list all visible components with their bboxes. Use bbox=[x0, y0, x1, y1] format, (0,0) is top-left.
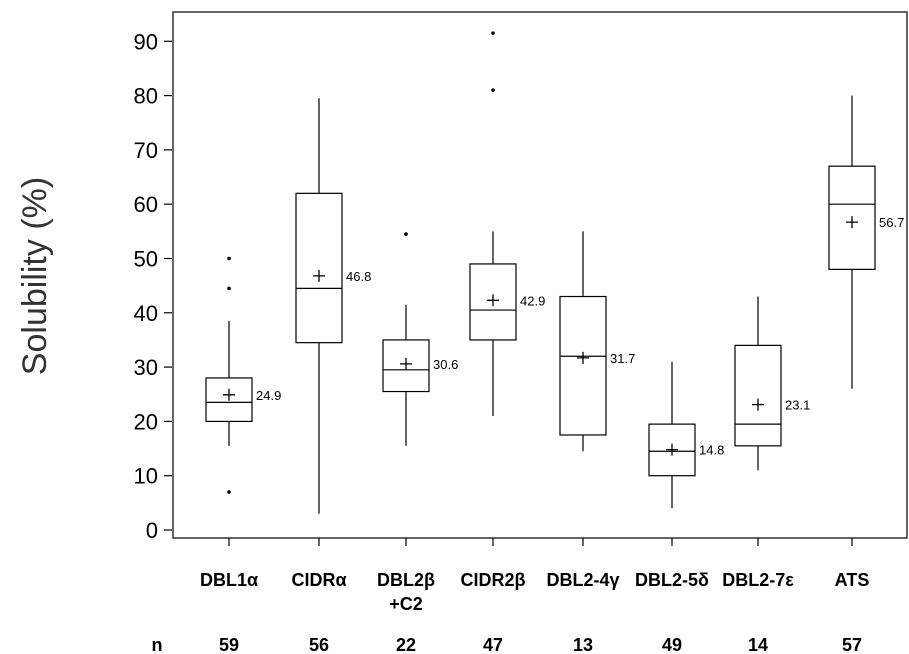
n-values-row: 59 56 22 47 13 49 14 57 bbox=[219, 635, 862, 654]
outlier-point bbox=[227, 286, 231, 291]
n-value: 47 bbox=[483, 635, 503, 654]
box-group: 23.1 bbox=[734, 296, 810, 471]
n-value: 49 bbox=[662, 635, 682, 654]
outlier-point bbox=[404, 232, 408, 236]
n-value: 59 bbox=[219, 635, 239, 654]
plot-frame bbox=[172, 11, 908, 539]
y-tick-label: 0 bbox=[146, 518, 158, 543]
mean-marker bbox=[752, 398, 764, 411]
category-label: +C2 bbox=[389, 594, 423, 614]
mean-label: 46.8 bbox=[346, 269, 371, 284]
category-label: CIDR2β bbox=[461, 570, 526, 590]
outlier-point bbox=[491, 88, 495, 92]
iqr-box bbox=[734, 344, 782, 447]
mean-marker bbox=[666, 443, 678, 456]
n-value: 56 bbox=[309, 635, 329, 654]
mean-marker bbox=[223, 388, 235, 401]
outlier-point bbox=[491, 31, 495, 35]
box-group: 56.7 bbox=[828, 95, 904, 389]
iqr-box bbox=[295, 192, 343, 344]
box-group: 14.8 bbox=[648, 361, 724, 509]
mean-label: 30.6 bbox=[433, 357, 458, 372]
category-label: CIDRα bbox=[291, 570, 346, 590]
iqr-box bbox=[559, 295, 607, 436]
iqr-box bbox=[828, 165, 876, 270]
y-tick-label: 30 bbox=[134, 355, 158, 380]
n-value: 14 bbox=[748, 635, 768, 654]
iqr-box bbox=[382, 339, 430, 393]
category-label: DBL2-4γ bbox=[546, 570, 619, 590]
y-tick-label: 10 bbox=[134, 464, 158, 489]
mean-marker bbox=[487, 294, 499, 307]
box-group: 46.8 bbox=[295, 98, 371, 514]
n-row-label: n bbox=[152, 635, 163, 654]
mean-marker bbox=[313, 269, 325, 282]
box-group: 42.9 bbox=[469, 31, 545, 416]
box-group: 31.7 bbox=[559, 231, 635, 452]
outlier-point bbox=[227, 490, 231, 494]
mean-label: 24.9 bbox=[256, 388, 281, 403]
category-label: DBL2-5δ bbox=[635, 570, 709, 590]
mean-label: 14.8 bbox=[699, 443, 724, 458]
category-label: DBL2-7ε bbox=[722, 570, 794, 590]
n-value: 57 bbox=[842, 635, 862, 654]
mean-label: 23.1 bbox=[785, 398, 810, 413]
n-value: 22 bbox=[396, 635, 416, 654]
y-tick-label: 70 bbox=[134, 138, 158, 163]
y-axis-label: Solubility (%) bbox=[16, 177, 54, 375]
mean-marker bbox=[577, 351, 589, 364]
y-axis: 0 10 20 30 40 50 60 70 80 90 bbox=[134, 29, 172, 543]
category-label: DBL1α bbox=[200, 570, 258, 590]
mean-marker bbox=[846, 216, 858, 229]
mean-label: 56.7 bbox=[879, 215, 904, 230]
n-value: 13 bbox=[573, 635, 593, 654]
y-tick-label: 20 bbox=[134, 409, 158, 434]
outlier-point bbox=[227, 256, 231, 261]
y-tick-label: 80 bbox=[134, 84, 158, 109]
mean-marker bbox=[400, 357, 412, 370]
box-series: 24.9 46.8 30.6 42.9 31.7 14.8 23.1 56.7 bbox=[205, 31, 904, 514]
y-tick-label: 50 bbox=[134, 247, 158, 272]
category-label: DBL2β bbox=[377, 570, 435, 590]
y-tick-label: 40 bbox=[134, 301, 158, 326]
mean-label: 42.9 bbox=[520, 293, 545, 308]
x-axis-labels: DBL1α CIDRα DBL2β +C2 CIDR2β DBL2-4γ DBL2-5δ DB… bbox=[200, 538, 869, 614]
y-tick-label: 90 bbox=[134, 29, 158, 54]
y-tick-label: 60 bbox=[134, 192, 158, 217]
box-group: 24.9 bbox=[205, 256, 281, 494]
category-label: ATS bbox=[835, 570, 870, 590]
box-group: 30.6 bbox=[382, 232, 458, 446]
mean-label: 31.7 bbox=[610, 351, 635, 366]
